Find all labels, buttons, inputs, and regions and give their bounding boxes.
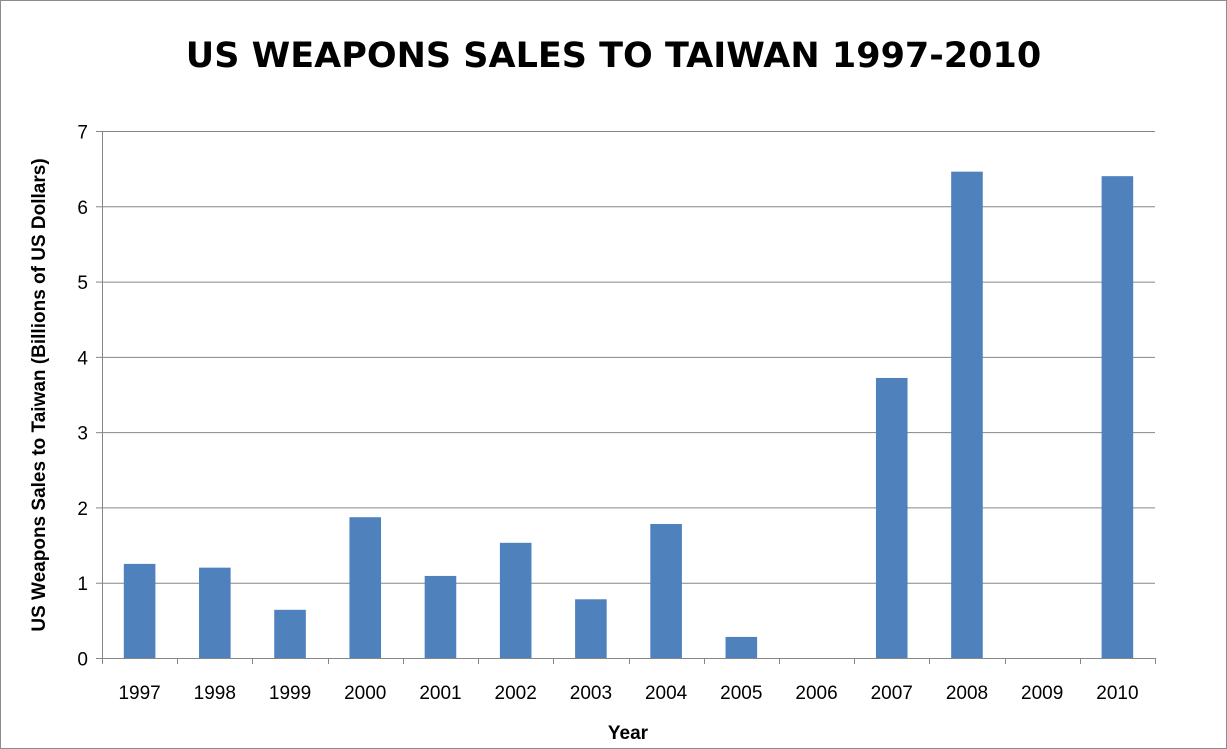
y-tick-label: 0	[77, 650, 88, 671]
x-tick-label: 2010	[1096, 683, 1138, 704]
bar	[274, 609, 306, 658]
y-tick-label: 4	[77, 348, 88, 369]
y-tick-label: 3	[77, 424, 88, 445]
x-tick-label: 2004	[645, 683, 688, 704]
bar	[650, 523, 682, 658]
bar	[875, 377, 908, 658]
y-tick-label: 6	[77, 198, 88, 219]
y-tick-label: 1	[77, 574, 88, 595]
x-tick-label: 2008	[946, 683, 988, 704]
bar	[575, 599, 607, 658]
x-tick-labels: 1997 1998 1999 2000 2001 2002 2003 2004 2005 2006…	[118, 683, 1138, 704]
x-tick-label: 2003	[570, 683, 612, 704]
bar	[725, 636, 758, 658]
y-axis-label: US Weapons Sales to Taiwan (Billions of …	[29, 158, 50, 631]
y-tick-label: 5	[77, 273, 88, 294]
bar	[123, 563, 156, 658]
y-tick-labels: 0 1 2 3 4 5 6 7	[77, 123, 88, 671]
x-tick-label: 1999	[269, 683, 311, 704]
x-tick-label: 1998	[194, 683, 236, 704]
x-tick-label: 1997	[118, 683, 160, 704]
x-tick-label: 2002	[495, 683, 537, 704]
x-tick-label: 2007	[871, 683, 913, 704]
bar	[424, 575, 457, 658]
chart-title: US WEAPONS SALES TO TAIWAN 1997-2010	[185, 36, 1042, 76]
bar	[1101, 176, 1134, 658]
x-tick-label: 2000	[344, 683, 386, 704]
bar	[951, 171, 983, 658]
y-tick-label: 2	[77, 499, 88, 520]
gridlines	[96, 131, 1155, 659]
x-tick-label: 2001	[419, 683, 461, 704]
x-tick-label: 2005	[720, 683, 762, 704]
bars	[123, 171, 1134, 658]
bar	[349, 517, 382, 658]
y-tick-label: 7	[77, 123, 88, 144]
bar	[199, 567, 231, 658]
x-tick-label: 2006	[795, 683, 837, 704]
bar	[499, 542, 532, 658]
x-axis-label: Year	[608, 723, 649, 744]
axes	[102, 131, 1156, 664]
x-tick-label: 2009	[1021, 683, 1063, 704]
